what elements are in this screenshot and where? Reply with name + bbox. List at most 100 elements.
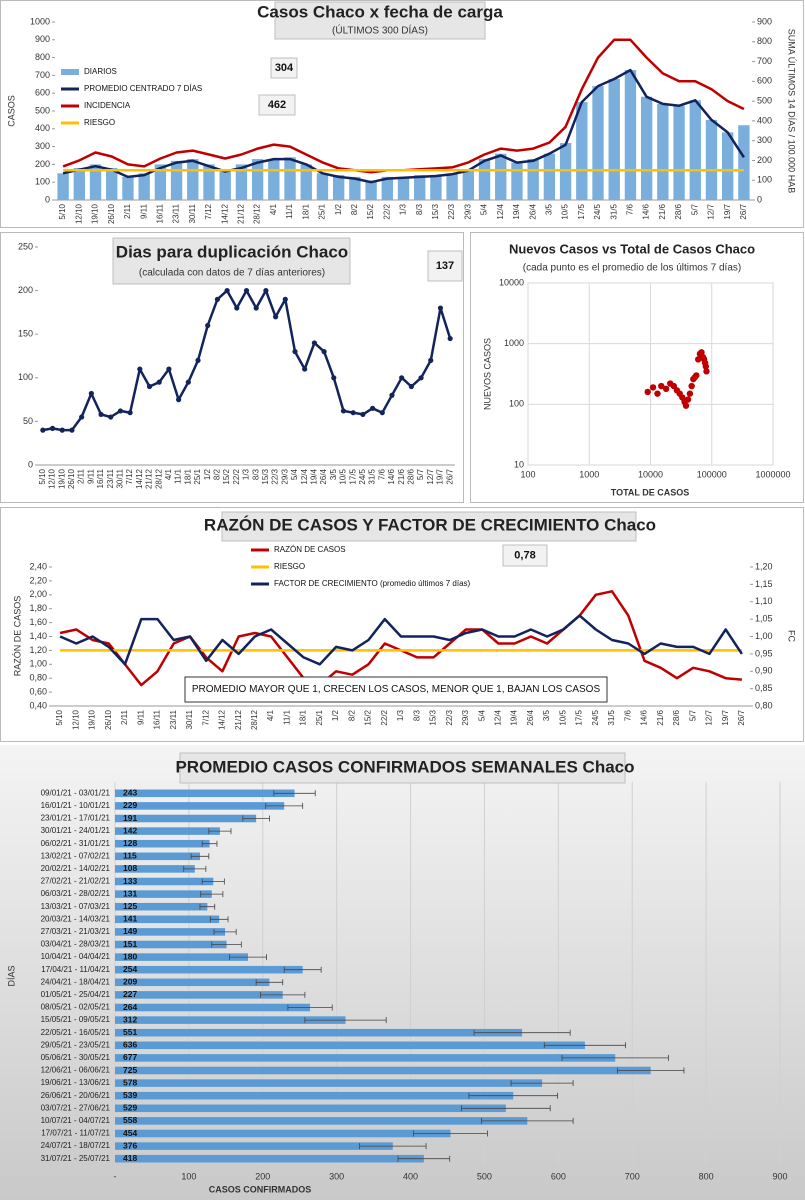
- y2-tick-label: 500: [757, 95, 772, 105]
- legend-label: PROMEDIO CENTRADO 7 DÍAS: [84, 84, 202, 93]
- y2-tick-label: 900: [757, 16, 772, 26]
- x-tick-label: 12/4: [496, 203, 505, 219]
- y-tick-label: 01/05/21 - 25/04/21: [41, 990, 111, 999]
- x-tick-label: 26/10: [107, 203, 116, 224]
- x-tick-label: 9/11: [86, 468, 95, 484]
- bar: [640, 96, 653, 200]
- bar: [115, 1091, 514, 1100]
- x-tick-label: 14/6: [387, 468, 396, 484]
- point: [658, 382, 665, 390]
- x-tick-label: 2/11: [120, 709, 129, 725]
- y2-tick-label: 400: [757, 115, 772, 125]
- chart-title: Dias para duplicación Chaco: [116, 242, 348, 261]
- point: [649, 384, 657, 391]
- error-bar: [208, 828, 232, 835]
- y2-tick-label: 1,20: [755, 561, 773, 571]
- title-box: [179, 752, 626, 784]
- y-tick-label: 20/03/21 - 14/03/21: [41, 914, 111, 923]
- marker: [156, 379, 162, 385]
- value-label: 131: [123, 888, 137, 898]
- x-tick-label: 15/3: [431, 203, 440, 219]
- marker: [234, 305, 240, 311]
- point: [702, 363, 710, 370]
- marker: [282, 296, 288, 302]
- bar: [89, 164, 102, 200]
- value-label: 677: [123, 1052, 137, 1062]
- x-tick-label: 12/7: [426, 468, 435, 484]
- bar: [478, 159, 491, 200]
- y2-tick-label: 1,05: [755, 614, 773, 624]
- value-label: 254: [123, 964, 137, 974]
- title-box: [221, 511, 637, 542]
- bar: [115, 1028, 523, 1037]
- x-tick-label: 5/10: [55, 709, 64, 725]
- y-tick-label: 0,60: [29, 686, 47, 696]
- bar: [57, 173, 69, 200]
- error-bar: [199, 903, 216, 910]
- y-tick-label: 0: [45, 194, 50, 204]
- marker: [418, 375, 424, 381]
- bar: [170, 160, 183, 200]
- bar: [115, 978, 270, 987]
- y2-tick-label: 0,95: [755, 648, 773, 658]
- y-tick-label: 19/06/21 - 13/06/21: [41, 1078, 111, 1087]
- bar: [115, 1041, 585, 1050]
- x-tick-label: 700: [625, 1171, 640, 1181]
- error-bar: [468, 1092, 558, 1099]
- legend-label: RIESGO: [274, 562, 305, 571]
- x-tick-label: 8/2: [213, 468, 222, 480]
- title-box: [274, 1, 486, 40]
- bar: [316, 173, 329, 200]
- x-tick-label: 10/5: [339, 468, 348, 484]
- point: [688, 382, 695, 390]
- x-tick-label: 5/10: [38, 468, 47, 484]
- y-tick-label: 03/04/21 - 28/03/21: [41, 940, 111, 949]
- marker: [263, 288, 269, 294]
- x-tick-label: 26/10: [67, 468, 76, 489]
- x-tick-label: 26/7: [445, 468, 454, 484]
- x-tick-label: 5/4: [477, 709, 486, 721]
- x-tick-label: 19/4: [512, 203, 521, 219]
- y-tick-label: 300: [35, 141, 50, 151]
- x-tick-label: 12/4: [300, 468, 309, 484]
- y-tick-label: 20/02/21 - 14/02/21: [41, 864, 111, 873]
- x-tick-label: 22/2: [380, 709, 389, 725]
- x-tick-label: 14/12: [220, 203, 229, 224]
- y-tick-label: 12/06/21 - 06/06/21: [41, 1066, 111, 1075]
- annotation: 462: [268, 99, 286, 111]
- x-tick-label: 10/5: [561, 203, 570, 219]
- bar: [592, 86, 604, 200]
- y-axis-label: DÍAS: [6, 965, 16, 986]
- x-tick-label: 17/5: [575, 709, 584, 725]
- x-tick-label: 200: [255, 1171, 270, 1181]
- y-tick-label: 06/03/21 - 28/02/21: [41, 889, 111, 898]
- bar: [115, 1129, 451, 1138]
- y-tick-label: 13/02/21 - 07/02/21: [41, 851, 111, 860]
- value-label: 539: [123, 1090, 137, 1100]
- marker: [79, 414, 85, 420]
- x-tick-label: 3/5: [542, 709, 551, 721]
- x-tick-label: 12/7: [705, 709, 714, 725]
- bar: [462, 169, 475, 200]
- bar: [115, 1104, 506, 1113]
- error-bar: [287, 1004, 333, 1011]
- x-tick-label: 24/5: [358, 468, 367, 484]
- x-tick-label: 28/12: [250, 709, 259, 730]
- marker: [253, 305, 259, 311]
- value-label: 108: [123, 863, 137, 873]
- error-bar: [283, 966, 322, 973]
- marker: [185, 379, 191, 385]
- point: [698, 349, 705, 356]
- x-tick-label: 26/10: [104, 709, 113, 730]
- y-tick-label: 15/05/21 - 09/05/21: [41, 1015, 111, 1024]
- value-label: 558: [123, 1115, 137, 1125]
- x-tick-label: 12/10: [48, 468, 57, 489]
- annotation-box: [270, 57, 298, 79]
- x-tick-label: 100: [181, 1171, 196, 1181]
- x-tick-label: 26/7: [739, 203, 748, 219]
- x-tick-label: 100000: [697, 469, 727, 479]
- point: [654, 390, 661, 397]
- x-tick-label: 29/3: [461, 709, 470, 725]
- x-tick-label: 3/5: [329, 468, 338, 480]
- marker: [350, 410, 356, 416]
